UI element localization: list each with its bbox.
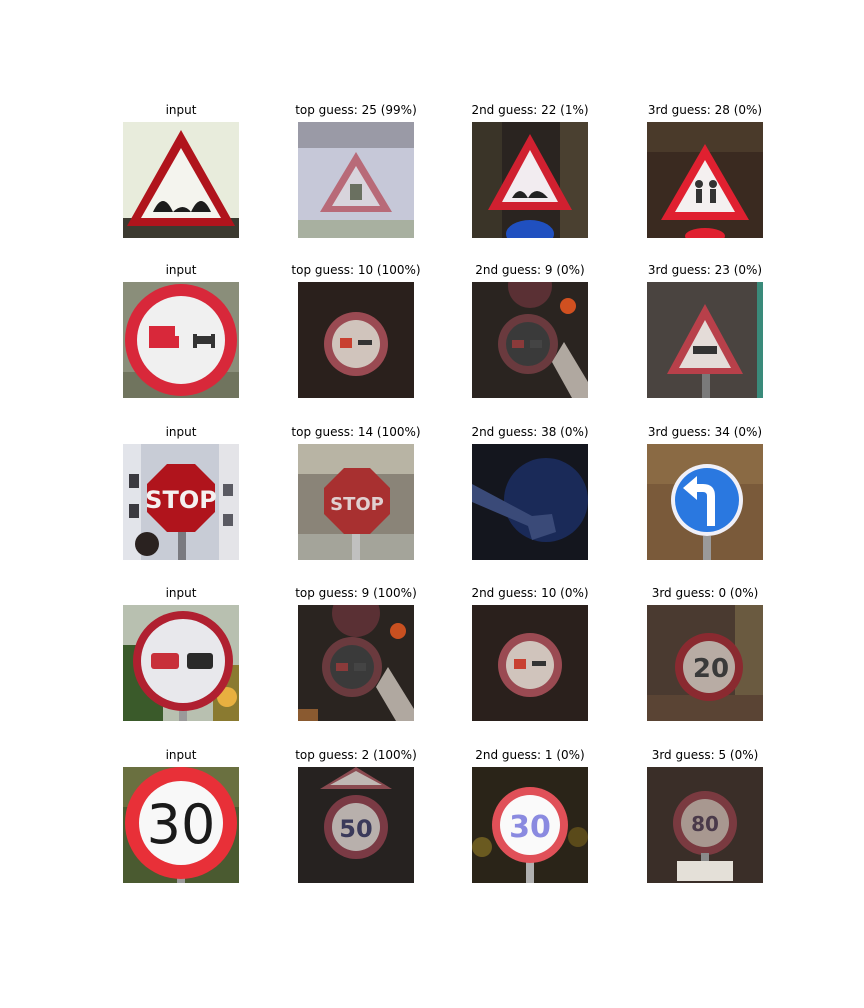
children-crossing-warning-sign-icon	[647, 122, 763, 238]
cell-caption: 2nd guess: 10 (0%)	[471, 586, 589, 600]
speed-limit-30-sign-icon: 30	[472, 767, 588, 883]
cell-caption: 3rd guess: 0 (0%)	[651, 586, 759, 600]
no-overtaking-trucks-sign-icon	[472, 605, 588, 721]
cell-caption: top guess: 9 (100%)	[295, 586, 417, 600]
cell-caption: 2nd guess: 1 (0%)	[475, 748, 585, 762]
cell-caption: 3rd guess: 5 (0%)	[651, 748, 759, 762]
cell-caption: 3rd guess: 23 (0%)	[647, 263, 763, 277]
svg-text:50: 50	[339, 815, 372, 843]
svg-text:20: 20	[693, 654, 729, 684]
cell-caption: 2nd guess: 9 (0%)	[475, 263, 585, 277]
road-work-warning-sign-icon	[298, 122, 414, 238]
cell-caption: top guess: 2 (100%)	[295, 748, 417, 762]
bumpy-road-warning-sign-icon	[472, 122, 588, 238]
no-overtaking-sign-icon	[123, 605, 239, 721]
speed-limit-20-sign-icon: 20	[647, 605, 763, 721]
svg-text:STOP: STOP	[145, 486, 217, 514]
cell-caption: 2nd guess: 22 (1%)	[471, 103, 589, 117]
cell-caption: 3rd guess: 34 (0%)	[647, 425, 763, 439]
cell-caption: top guess: 14 (100%)	[291, 425, 421, 439]
keep-right-sign-icon	[472, 444, 588, 560]
svg-text:30: 30	[147, 793, 216, 856]
cell-caption: 2nd guess: 38 (0%)	[471, 425, 589, 439]
no-overtaking-sign-icon	[298, 605, 414, 721]
bumpy-road-warning-sign-icon	[123, 122, 239, 238]
cell-caption: input	[165, 103, 197, 117]
cell-caption: input	[165, 748, 197, 762]
turn-left-ahead-sign-icon	[647, 444, 763, 560]
cell-caption: top guess: 25 (99%)	[295, 103, 417, 117]
no-overtaking-trucks-sign-icon	[123, 282, 239, 398]
cell-caption: top guess: 10 (100%)	[291, 263, 421, 277]
slippery-road-warning-sign-icon	[647, 282, 763, 398]
speed-limit-80-sign-icon: 80	[647, 767, 763, 883]
svg-text:STOP: STOP	[330, 494, 384, 515]
cell-caption: input	[165, 263, 197, 277]
stop-sign-icon: STOP	[123, 444, 239, 560]
stop-sign-icon: STOP	[298, 444, 414, 560]
no-overtaking-sign-icon	[472, 282, 588, 398]
cell-caption: input	[165, 586, 197, 600]
svg-text:80: 80	[691, 812, 719, 836]
cell-caption: 3rd guess: 28 (0%)	[647, 103, 763, 117]
speed-limit-30-sign-icon: 30	[123, 767, 239, 883]
svg-text:30: 30	[509, 810, 551, 845]
speed-limit-50-sign-icon: 50	[298, 767, 414, 883]
no-overtaking-trucks-sign-icon	[298, 282, 414, 398]
cell-caption: input	[165, 425, 197, 439]
